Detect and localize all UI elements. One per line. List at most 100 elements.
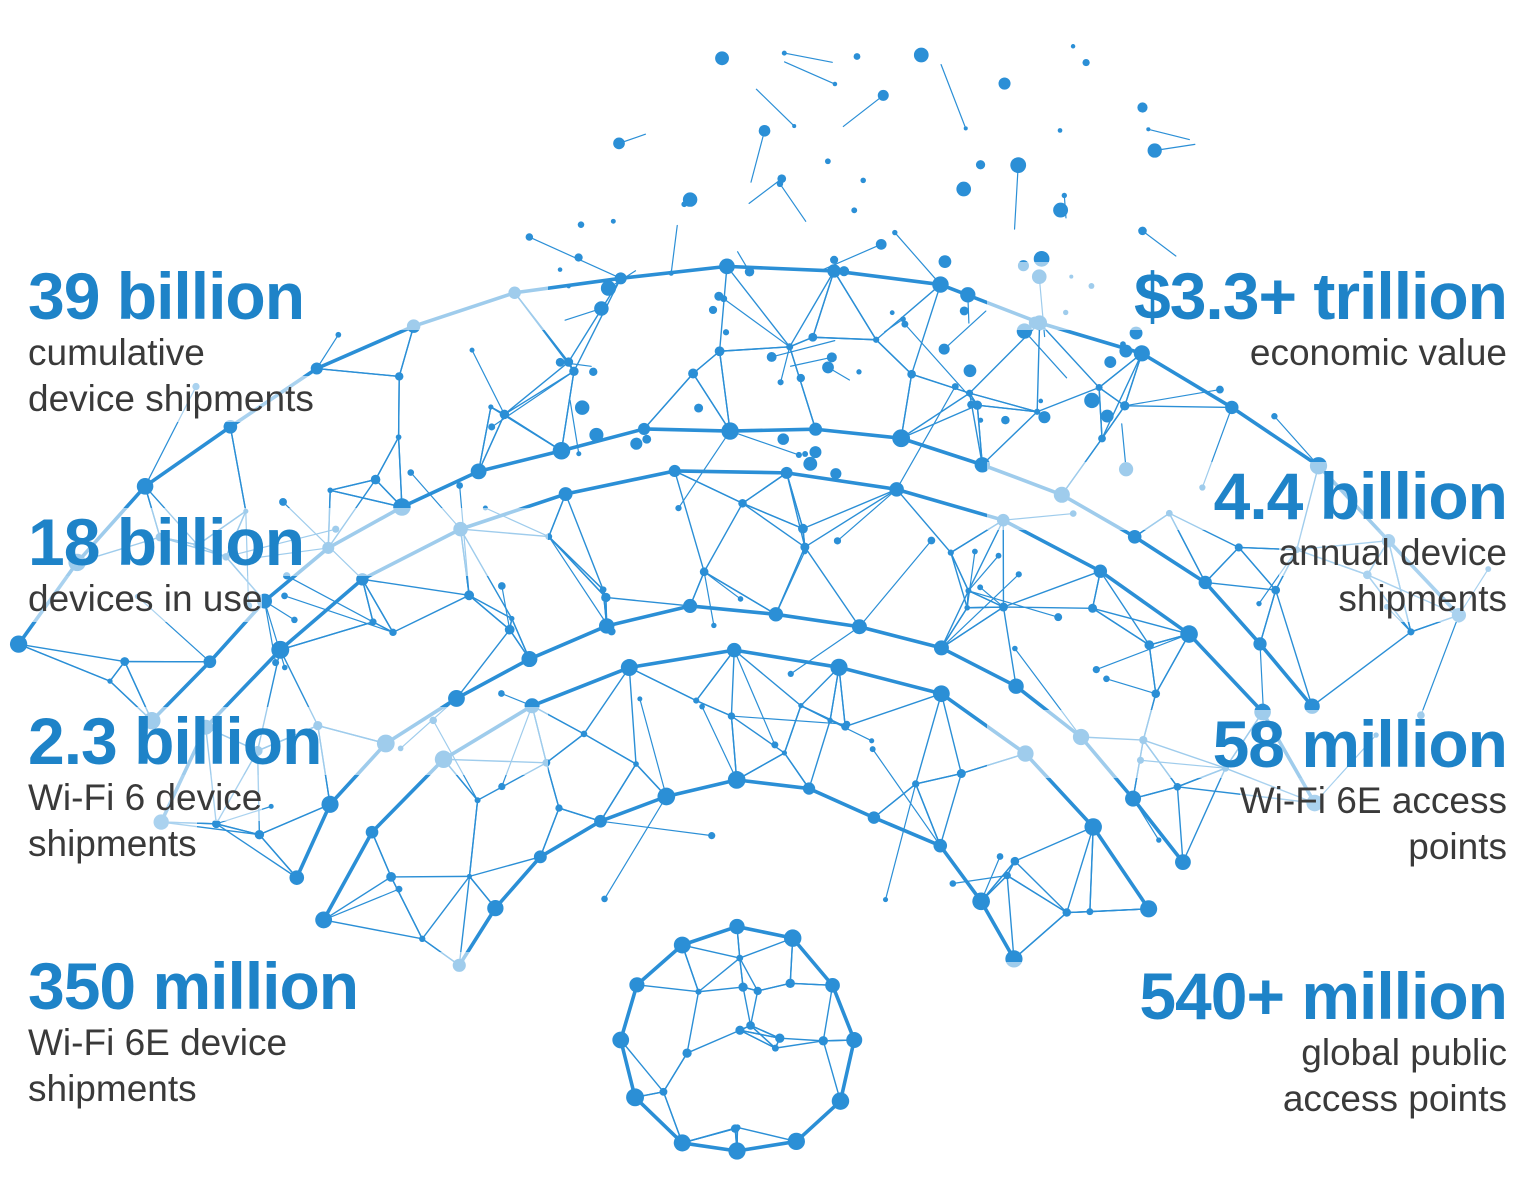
network-node <box>822 361 834 374</box>
network-node <box>901 320 909 328</box>
network-node <box>974 457 990 473</box>
network-node <box>795 451 802 458</box>
network-edge <box>736 1126 798 1143</box>
network-node <box>803 456 818 471</box>
network-edge <box>628 666 637 765</box>
network-node <box>964 604 970 611</box>
network-node <box>777 433 790 445</box>
network-edge <box>940 573 1020 649</box>
network-node <box>825 978 840 993</box>
network-edge <box>686 991 700 1054</box>
network-node <box>599 586 607 594</box>
network-edge <box>943 310 987 350</box>
network-edge <box>468 594 511 631</box>
network-node <box>727 771 746 789</box>
network-edge <box>545 762 560 809</box>
network-edge <box>771 340 836 358</box>
network-node <box>963 126 968 131</box>
network-edge <box>643 372 694 430</box>
network-node <box>781 750 788 756</box>
network-edge <box>1231 406 1320 467</box>
network-node <box>356 573 369 586</box>
network-edge <box>812 336 877 341</box>
network-edge <box>914 783 941 847</box>
network-edge <box>458 875 471 967</box>
network-edge <box>968 392 1038 413</box>
network-edge <box>1259 643 1265 715</box>
network-edge <box>564 470 676 495</box>
network-node <box>809 446 822 459</box>
network-edge <box>839 1039 855 1102</box>
network-edge <box>950 551 970 592</box>
network-edge <box>750 130 766 183</box>
network-node <box>577 221 585 228</box>
network-node <box>525 233 534 241</box>
network-edge <box>620 265 728 280</box>
network-node <box>1100 409 1114 423</box>
network-node <box>448 690 465 707</box>
network-node <box>498 690 505 697</box>
network-node <box>927 536 936 545</box>
network-edge <box>749 1024 781 1039</box>
network-node <box>809 422 823 436</box>
network-node <box>321 795 339 813</box>
network-node <box>777 379 784 386</box>
network-node <box>728 1142 746 1160</box>
network-edge <box>286 575 374 623</box>
network-node <box>682 1048 692 1058</box>
network-node <box>699 567 709 577</box>
network-edge <box>800 666 840 707</box>
network-edge <box>822 1040 842 1102</box>
network-edge <box>662 1091 683 1144</box>
network-node <box>959 306 969 316</box>
network-edge <box>643 428 731 432</box>
network-node <box>1012 645 1018 652</box>
network-edge <box>808 719 831 790</box>
network-edge <box>674 470 705 573</box>
network-node <box>557 267 563 272</box>
network-node <box>826 352 837 363</box>
network-node <box>1010 157 1027 174</box>
network-edge <box>904 323 978 406</box>
network-edge <box>695 699 733 717</box>
network-edge <box>701 706 738 781</box>
network-edge <box>1101 352 1143 440</box>
network-node <box>668 464 681 477</box>
network-node <box>1015 571 1022 578</box>
network-edge <box>783 704 802 754</box>
network-edge <box>896 385 956 490</box>
network-node <box>913 47 929 63</box>
stat-value: 4.4 billion <box>987 462 1508 530</box>
network-edge <box>804 488 898 548</box>
network-edge <box>316 325 415 370</box>
network-node <box>1093 564 1108 578</box>
network-node <box>589 427 604 442</box>
network-edge <box>967 590 1059 618</box>
network-node <box>783 929 802 947</box>
network-edge <box>530 665 632 708</box>
network-edge <box>605 596 691 607</box>
network-node <box>1092 665 1100 674</box>
network-node <box>932 276 949 293</box>
network-edge <box>677 430 731 509</box>
network-node <box>607 627 616 636</box>
stat-label-line: shipments <box>987 576 1507 622</box>
stat-value: 58 million <box>987 710 1508 778</box>
network-node <box>714 291 724 301</box>
network-node <box>1144 640 1155 650</box>
network-edge <box>979 586 1005 608</box>
network-node <box>1062 908 1072 917</box>
network-edge <box>894 231 942 286</box>
network-node <box>407 469 415 476</box>
network-node <box>365 825 379 839</box>
network-edge <box>1023 330 1068 379</box>
network-edge <box>1098 386 1126 407</box>
network-edge <box>976 404 983 466</box>
network-edge <box>939 844 982 903</box>
network-node <box>721 422 739 440</box>
network-edge <box>749 1024 777 1049</box>
network-edge <box>844 693 943 728</box>
network-edge <box>627 648 737 670</box>
network-edge <box>361 578 470 597</box>
network-node <box>882 897 889 903</box>
